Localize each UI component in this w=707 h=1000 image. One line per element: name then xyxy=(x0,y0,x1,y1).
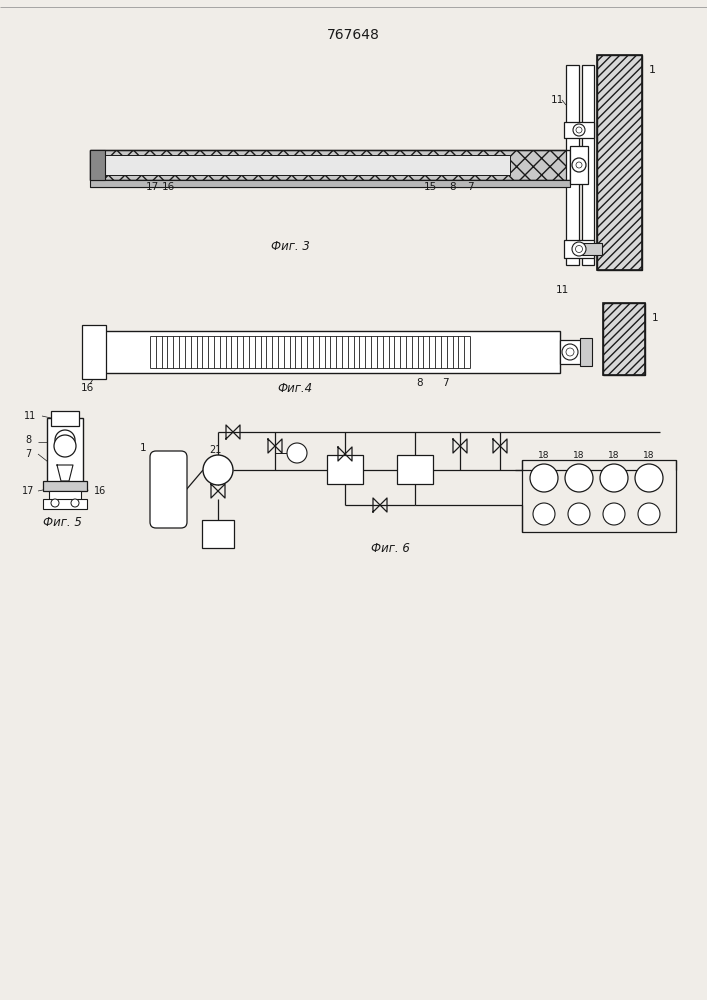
Bar xyxy=(560,340,585,364)
Text: Фиг.4: Фиг.4 xyxy=(277,381,312,394)
Circle shape xyxy=(203,455,233,485)
Bar xyxy=(597,55,642,270)
Circle shape xyxy=(51,499,59,507)
Text: 7: 7 xyxy=(442,378,448,388)
Bar xyxy=(202,520,234,548)
Bar xyxy=(522,460,676,532)
Text: 18: 18 xyxy=(573,452,585,460)
Bar xyxy=(51,411,79,426)
Bar xyxy=(90,150,570,180)
Text: 17: 17 xyxy=(22,486,34,496)
Bar xyxy=(582,65,594,265)
Circle shape xyxy=(54,435,76,457)
Text: 11: 11 xyxy=(24,411,36,421)
Bar xyxy=(47,418,83,483)
Text: 18: 18 xyxy=(608,452,620,460)
Bar xyxy=(90,150,570,180)
Circle shape xyxy=(71,499,79,507)
Circle shape xyxy=(530,464,558,492)
Circle shape xyxy=(572,242,586,256)
Bar xyxy=(603,303,645,375)
Bar xyxy=(603,303,645,375)
Circle shape xyxy=(572,158,586,172)
Text: 7: 7 xyxy=(25,449,31,459)
Circle shape xyxy=(55,430,75,450)
Text: 8: 8 xyxy=(25,435,31,445)
Polygon shape xyxy=(57,465,73,481)
Bar xyxy=(43,481,87,491)
Text: 19: 19 xyxy=(339,465,351,475)
Bar xyxy=(580,338,592,366)
Bar xyxy=(82,325,106,379)
Text: 11: 11 xyxy=(550,95,563,105)
FancyBboxPatch shape xyxy=(150,451,187,528)
Text: 19: 19 xyxy=(409,465,421,475)
Text: 767648: 767648 xyxy=(327,28,380,42)
Text: 11: 11 xyxy=(556,285,568,295)
Circle shape xyxy=(603,503,625,525)
Bar xyxy=(49,491,81,501)
Text: 7: 7 xyxy=(467,182,473,192)
Circle shape xyxy=(600,464,628,492)
Circle shape xyxy=(568,503,590,525)
Bar xyxy=(327,455,363,484)
Text: 1: 1 xyxy=(140,443,146,453)
Circle shape xyxy=(635,464,663,492)
Bar xyxy=(90,331,560,373)
Bar xyxy=(95,155,510,175)
Bar xyxy=(90,150,105,180)
Bar xyxy=(397,455,433,484)
Circle shape xyxy=(562,344,578,360)
Text: 15: 15 xyxy=(423,182,437,192)
Text: 16: 16 xyxy=(81,383,93,393)
Bar xyxy=(597,55,642,270)
Text: Фиг. 3: Фиг. 3 xyxy=(271,239,310,252)
Text: Фиг. 5: Фиг. 5 xyxy=(42,516,81,530)
Bar xyxy=(582,243,602,255)
Text: 8: 8 xyxy=(416,378,423,388)
Circle shape xyxy=(287,443,307,463)
Text: 18: 18 xyxy=(538,452,550,460)
Text: 16: 16 xyxy=(94,486,106,496)
Text: 17: 17 xyxy=(146,182,158,192)
Text: 20: 20 xyxy=(211,529,225,539)
Bar xyxy=(564,240,594,258)
Text: 1: 1 xyxy=(652,313,658,323)
Bar xyxy=(90,180,570,187)
Circle shape xyxy=(573,124,585,136)
Text: 21: 21 xyxy=(209,445,221,455)
Circle shape xyxy=(565,464,593,492)
Text: 8: 8 xyxy=(450,182,456,192)
Text: Фиг. 6: Фиг. 6 xyxy=(370,542,409,554)
Bar xyxy=(564,122,594,138)
Bar xyxy=(570,146,588,184)
Bar xyxy=(566,65,579,265)
Circle shape xyxy=(533,503,555,525)
Bar xyxy=(43,499,87,509)
Circle shape xyxy=(638,503,660,525)
Text: 1: 1 xyxy=(648,65,655,75)
Text: 16: 16 xyxy=(161,182,175,192)
Text: 18: 18 xyxy=(643,452,655,460)
